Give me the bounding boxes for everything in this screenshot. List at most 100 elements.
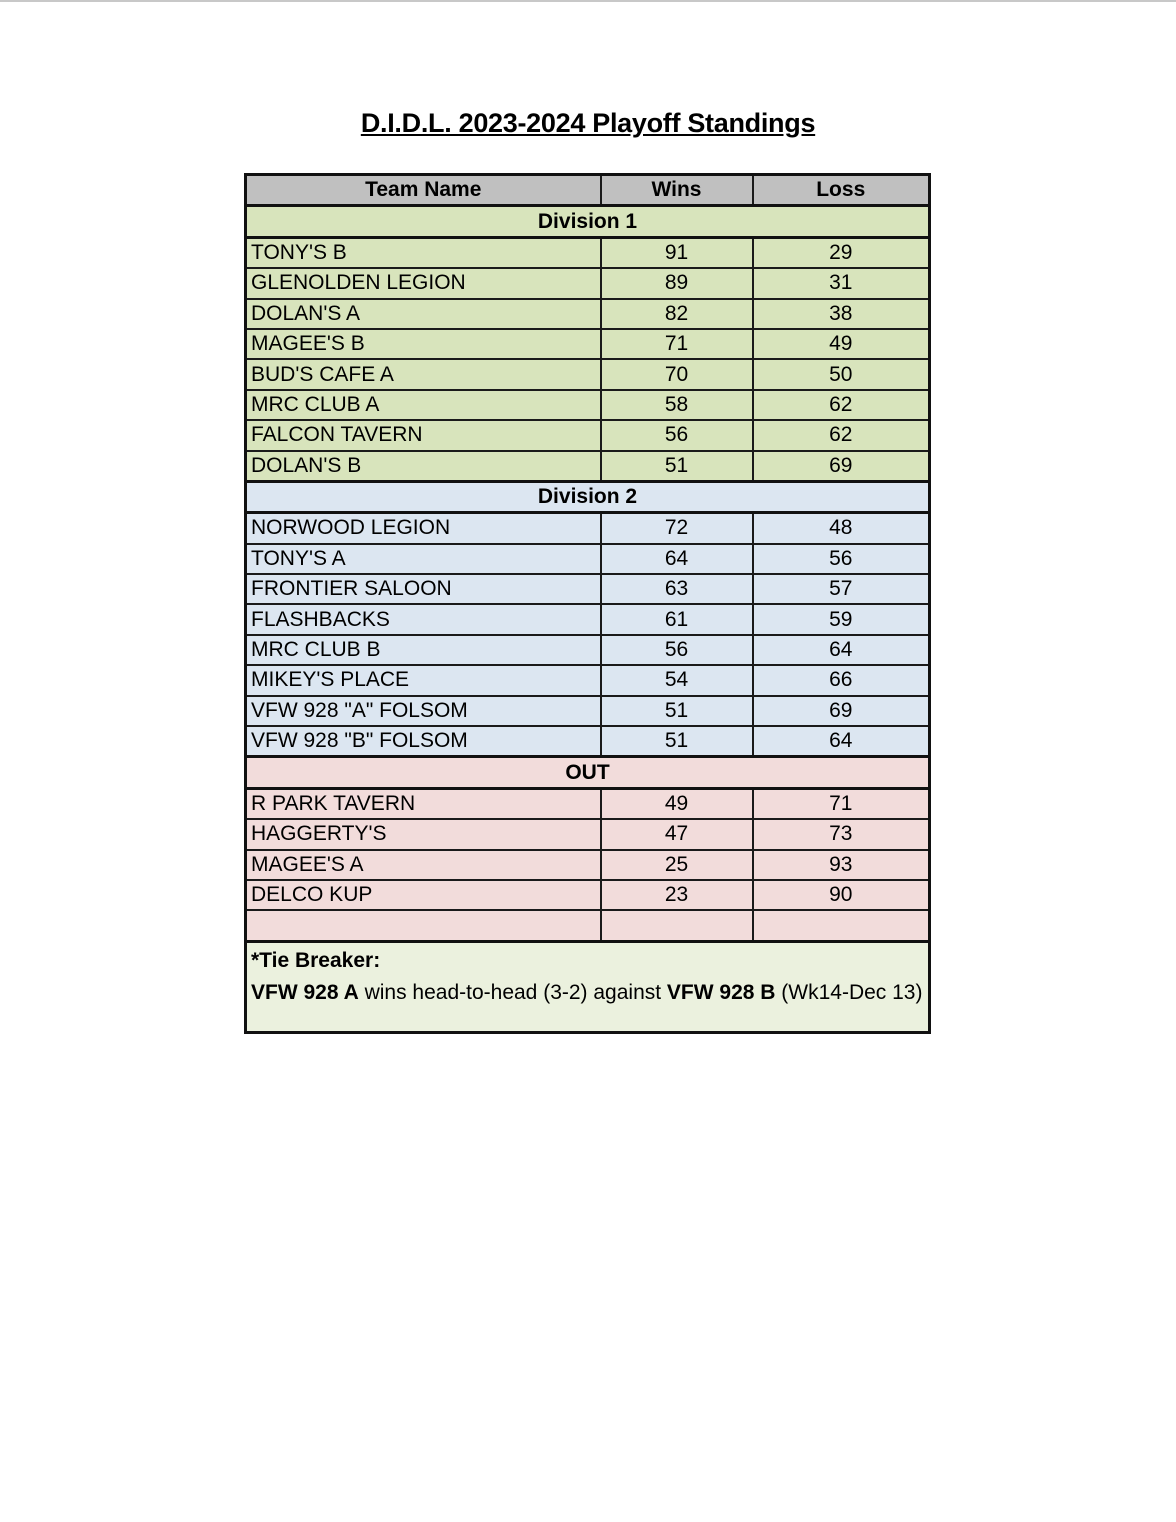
loss-value: 49 [751, 327, 931, 361]
table-row: R PARK TAVERN 49 71 [244, 787, 931, 821]
team-name: FLASHBACKS [244, 603, 602, 636]
loss-value: 50 [751, 358, 931, 391]
loss-value: 31 [751, 267, 931, 300]
team-name: FRONTIER SALOON [244, 573, 602, 606]
section-header-row: Division 1 [244, 204, 931, 239]
page-top-border [0, 0, 1176, 2]
header-row: Team Name Wins Loss [244, 173, 931, 207]
wins-value: 25 [599, 848, 754, 881]
wins-value: 89 [599, 267, 754, 300]
section-label: OUT [244, 755, 931, 790]
team-name: TONY'S A [244, 542, 602, 576]
team-name: MRC CLUB B [244, 633, 602, 667]
loss-value: 66 [751, 664, 931, 697]
table-row: DOLAN'S B 51 69 [244, 449, 931, 483]
wins-value: 63 [599, 573, 754, 606]
table-row: TONY'S A 64 56 [244, 542, 931, 576]
wins-value: 61 [599, 603, 754, 636]
wins-value: 51 [599, 694, 754, 728]
table-row: HAGGERTY'S 47 73 [244, 818, 931, 851]
table-row: DOLAN'S A 82 38 [244, 297, 931, 330]
wins-value: 47 [599, 818, 754, 851]
tie-breaker-text: VFW 928 A wins head-to-head (3-2) agains… [251, 980, 923, 1004]
header-team-name: Team Name [244, 173, 602, 207]
loss-value: 93 [751, 848, 931, 881]
table-row: VFW 928 "A" FOLSOM 51 69 [244, 694, 931, 728]
team-name: DOLAN'S A [244, 297, 602, 330]
standings-table: Team Name Wins Loss Division 1 TONY'S B 9… [244, 173, 931, 1034]
table-row: BUD'S CAFE A 70 50 [244, 358, 931, 391]
team-name: DELCO KUP [244, 878, 602, 912]
table-row: MRC CLUB B 56 64 [244, 633, 931, 667]
loss-value: 57 [751, 573, 931, 606]
team-name: MAGEE'S A [244, 848, 602, 881]
wins-value: 51 [599, 449, 754, 483]
header-loss: Loss [751, 173, 931, 207]
table-row: FALCON TAVERN 56 62 [244, 419, 931, 452]
team-name: MRC CLUB A [244, 388, 602, 422]
wins-value: 72 [599, 511, 754, 545]
team-name: GLENOLDEN LEGION [244, 267, 602, 300]
loss-value: 64 [751, 633, 931, 667]
loss-value: 48 [751, 511, 931, 545]
table-row: FLASHBACKS 61 59 [244, 603, 931, 636]
team-name: BUD'S CAFE A [244, 358, 602, 391]
table-row: MAGEE'S B 71 49 [244, 327, 931, 361]
team-name: DOLAN'S B [244, 449, 602, 483]
loss-value: 69 [751, 449, 931, 483]
loss-value: 73 [751, 818, 931, 851]
wins-value: 54 [599, 664, 754, 697]
team-name: FALCON TAVERN [244, 419, 602, 452]
wins-value: 51 [599, 725, 754, 758]
wins-value: 49 [599, 787, 754, 821]
table-row [244, 909, 931, 943]
wins-value: 82 [599, 297, 754, 330]
table-row: VFW 928 "B" FOLSOM 51 64 [244, 725, 931, 758]
section-header-row: Division 2 [244, 479, 931, 515]
wins-value: 56 [599, 419, 754, 452]
wins-value [599, 909, 754, 943]
loss-value: 29 [751, 236, 931, 270]
loss-value: 71 [751, 787, 931, 821]
team-name: R PARK TAVERN [244, 787, 602, 821]
section-label: Division 1 [244, 204, 931, 239]
wins-value: 91 [599, 236, 754, 270]
loss-value: 62 [751, 388, 931, 422]
team-name: TONY'S B [244, 236, 602, 270]
wins-value: 64 [599, 542, 754, 576]
loss-value: 90 [751, 878, 931, 912]
table-row: NORWOOD LEGION 72 48 [244, 511, 931, 545]
header-wins: Wins [599, 173, 754, 207]
table-row: DELCO KUP 23 90 [244, 878, 931, 912]
team-name: MAGEE'S B [244, 327, 602, 361]
team-name: NORWOOD LEGION [244, 511, 602, 545]
table-row: TONY'S B 91 29 [244, 236, 931, 270]
loss-value: 69 [751, 694, 931, 728]
tie-breaker-heading: *Tie Breaker: [251, 948, 381, 972]
section-header-row: OUT [244, 755, 931, 790]
loss-value: 64 [751, 725, 931, 758]
team-name: MIKEY'S PLACE [244, 664, 602, 697]
team-name: VFW 928 "B" FOLSOM [244, 725, 602, 758]
team-name: VFW 928 "A" FOLSOM [244, 694, 602, 728]
loss-value: 38 [751, 297, 931, 330]
wins-value: 71 [599, 327, 754, 361]
wins-value: 58 [599, 388, 754, 422]
tie-breaker-note: *Tie Breaker: VFW 928 A wins head-to-hea… [244, 939, 931, 1034]
table-row: FRONTIER SALOON 63 57 [244, 573, 931, 606]
page-title: D.I.D.L. 2023-2024 Playoff Standings [360, 108, 816, 138]
loss-value [751, 909, 931, 943]
wins-value: 23 [599, 878, 754, 912]
wins-value: 70 [599, 358, 754, 391]
loss-value: 56 [751, 542, 931, 576]
team-name: HAGGERTY'S [244, 818, 602, 851]
wins-value: 56 [599, 633, 754, 667]
table-row: MIKEY'S PLACE 54 66 [244, 664, 931, 697]
loss-value: 59 [751, 603, 931, 636]
table-row: MRC CLUB A 58 62 [244, 388, 931, 422]
section-label: Division 2 [244, 479, 931, 515]
table-row: MAGEE'S A 25 93 [244, 848, 931, 881]
team-name [244, 909, 602, 943]
table-row: GLENOLDEN LEGION 89 31 [244, 267, 931, 300]
loss-value: 62 [751, 419, 931, 452]
